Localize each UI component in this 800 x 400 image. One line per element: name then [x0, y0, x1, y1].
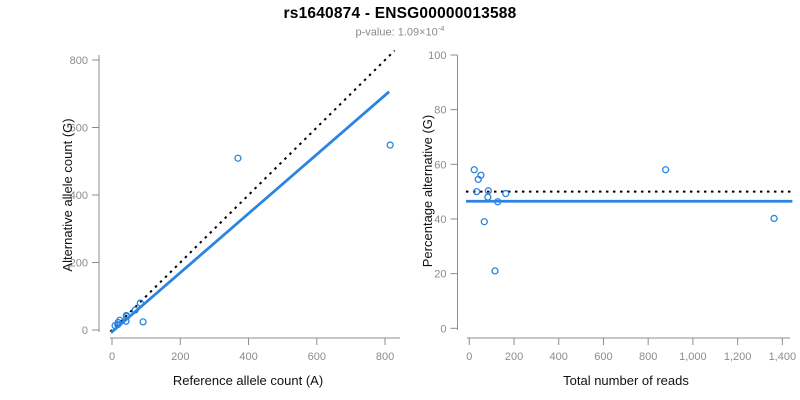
data-point	[139, 318, 147, 326]
x-tick-label: 0	[109, 351, 115, 363]
y-tick-label: 800	[70, 55, 88, 67]
percentage-alternative-scatter: 0 200 400 600 800 1,000 1,200 1,400 0 20 40 60 80 100…	[420, 50, 796, 388]
x-axis-title: Reference allele count (A)	[173, 373, 323, 388]
pvalue-text: p-value: 1.09×10	[355, 26, 438, 39]
y-tick-label: 0	[440, 323, 446, 335]
data-point	[470, 166, 478, 174]
identity-line	[109, 49, 396, 333]
data-point	[770, 214, 778, 223]
data-point	[661, 166, 670, 174]
x-tick-label: 0	[466, 351, 472, 363]
figure-title: rs1640874 - ENSG00000013588	[283, 5, 517, 22]
y-tick-label: 200	[70, 258, 88, 270]
y-tick-label: 20	[434, 269, 446, 281]
y-tick-label: 40	[434, 214, 446, 226]
data-point	[136, 299, 144, 307]
data-point	[386, 141, 394, 149]
y-tick-label: 400	[70, 190, 88, 202]
data-point	[473, 187, 481, 196]
data-point	[123, 312, 131, 321]
data-point	[234, 154, 242, 162]
figure-subtitle: p-value: 1.09×10-4	[0, 24, 800, 39]
data-point	[131, 306, 139, 314]
x-tick-label: 800	[376, 351, 394, 363]
x-tick-label: 1,200	[724, 351, 752, 363]
y-tick-label: 600	[70, 123, 88, 135]
data-point	[480, 218, 488, 226]
data-point	[477, 171, 485, 179]
y-tick-label: 60	[434, 159, 446, 171]
pvalue-exponent: -4	[437, 24, 445, 33]
y-tick-label: 100	[428, 50, 446, 62]
x-tick-label: 600	[594, 351, 612, 363]
x-axis-title: Total number of reads	[563, 373, 689, 388]
x-tick-label: 800	[639, 351, 657, 363]
x-tick-label: 1,000	[679, 351, 707, 363]
x-tick-label: 200	[505, 351, 523, 363]
x-tick-label: 200	[171, 351, 189, 363]
data-point	[502, 189, 510, 198]
y-axis-title: Percentage alternative (G)	[420, 115, 435, 267]
data-point	[491, 267, 499, 275]
y-tick-label: 80	[434, 105, 446, 117]
x-tick-label: 1,400	[769, 351, 797, 363]
x-tick-label: 400	[550, 351, 568, 363]
data-point	[484, 193, 492, 201]
allele-count-scatter: 0 200 400 600 800 0 200 400 600 800 Reference alle…	[60, 49, 400, 388]
x-tick-label: 400	[239, 351, 257, 363]
y-axis-title: Alternative allele count (G)	[60, 118, 75, 271]
fit-line	[110, 90, 391, 334]
x-tick-label: 600	[308, 351, 326, 363]
data-point	[494, 198, 502, 206]
y-tick-label: 0	[82, 325, 88, 337]
